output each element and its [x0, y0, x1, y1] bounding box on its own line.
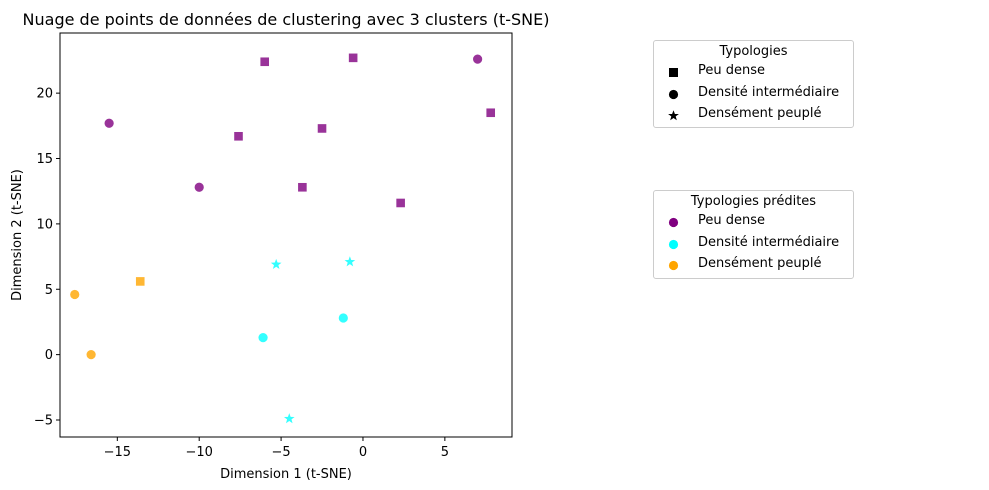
chart-title: Nuage de points de données de clustering…: [23, 10, 550, 29]
y-tick-label: 5: [45, 283, 53, 298]
y-tick-label: 0: [45, 348, 53, 363]
orange-circle-marker-icon: [668, 260, 679, 271]
data-point-square: [260, 57, 270, 67]
x-tick-label: −10: [185, 445, 212, 460]
data-point-square: [135, 277, 145, 286]
legend-predicted-item-densite-intermediaire: Densité intermédiaire: [654, 234, 853, 256]
legend-predicted: Typologies prédites Peu dense Densité in…: [653, 190, 854, 279]
legend-predicted-title: Typologies prédites: [690, 194, 817, 209]
purple-circle-marker-icon: [668, 217, 679, 228]
legend-typologies-item-peu-dense: Peu dense: [654, 62, 853, 84]
data-point-square: [298, 182, 307, 192]
data-point-square: [396, 198, 405, 208]
star-marker-icon: [668, 110, 679, 121]
data-point-circle: [86, 350, 96, 360]
x-tick-label: −15: [104, 445, 131, 460]
data-point-square: [234, 131, 243, 141]
y-tick-label: 20: [36, 87, 53, 102]
x-tick-label: 0: [359, 445, 367, 460]
y-tick-label: −5: [34, 414, 53, 429]
data-point-square: [486, 108, 496, 118]
x-axis-label: Dimension 1 (t-SNE): [220, 467, 352, 482]
legend-predicted-item-peu-dense: Peu dense: [654, 212, 853, 234]
legend-typologies-title: Typologies: [719, 44, 788, 59]
data-point-circle: [104, 118, 114, 128]
data-point-square: [317, 124, 327, 133]
legend-predicted-item-densement-peuple: Densément peuplé: [654, 255, 853, 277]
legend-typologies-item-densement-peuple: Densément peuplé: [654, 105, 853, 127]
data-point-circle: [473, 54, 483, 64]
x-tick-label: −5: [272, 445, 291, 460]
plot-frame: [59, 32, 513, 438]
square-marker-icon: [669, 68, 678, 77]
data-point-star: [344, 256, 356, 267]
legend-typologies: Typologies Peu dense Densité intermédiai…: [653, 40, 854, 128]
y-axis-label: Dimension 2 (t-SNE): [10, 169, 25, 301]
data-point-circle: [258, 333, 268, 343]
y-tick-label: 15: [36, 152, 53, 167]
data-point-star: [270, 258, 282, 269]
x-tick-label: 5: [441, 445, 449, 460]
data-point-circle: [194, 182, 204, 192]
y-tick-label: 10: [36, 217, 53, 232]
data-point-square: [348, 53, 358, 63]
circle-marker-icon: [668, 89, 679, 99]
legend-typologies-item-densite-intermediaire: Densité intermédiaire: [654, 84, 853, 106]
cyan-circle-marker-icon: [668, 239, 679, 249]
data-point-circle: [70, 289, 80, 300]
data-point-circle: [338, 313, 348, 323]
data-point-star: [283, 413, 295, 424]
